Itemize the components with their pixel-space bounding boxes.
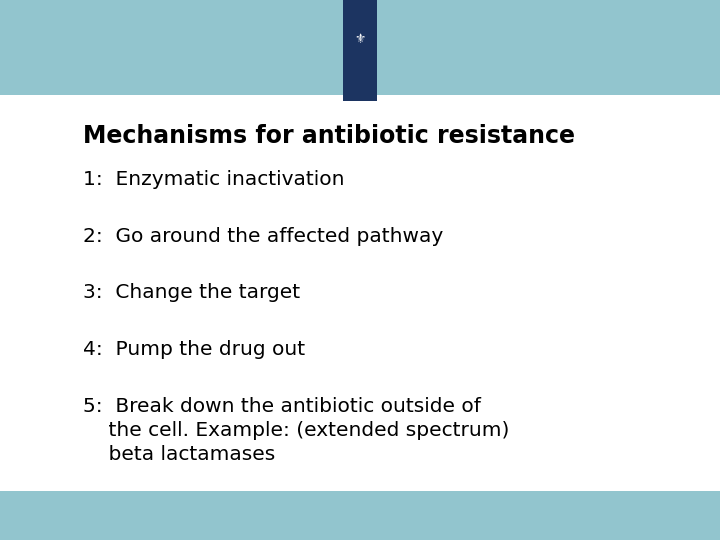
FancyBboxPatch shape — [0, 0, 720, 94]
Text: 3:  Change the target: 3: Change the target — [83, 284, 300, 302]
Text: 1:  Enzymatic inactivation: 1: Enzymatic inactivation — [83, 170, 344, 189]
Text: 2:  Go around the affected pathway: 2: Go around the affected pathway — [83, 227, 443, 246]
FancyBboxPatch shape — [0, 491, 720, 540]
Text: Mechanisms for antibiotic resistance: Mechanisms for antibiotic resistance — [83, 124, 575, 148]
FancyBboxPatch shape — [0, 94, 720, 491]
Text: ⚜: ⚜ — [354, 33, 366, 46]
Text: 5:  Break down the antibiotic outside of
    the cell. Example: (extended spectr: 5: Break down the antibiotic outside of … — [83, 397, 509, 464]
FancyBboxPatch shape — [343, 0, 377, 101]
Text: 4:  Pump the drug out: 4: Pump the drug out — [83, 340, 305, 359]
